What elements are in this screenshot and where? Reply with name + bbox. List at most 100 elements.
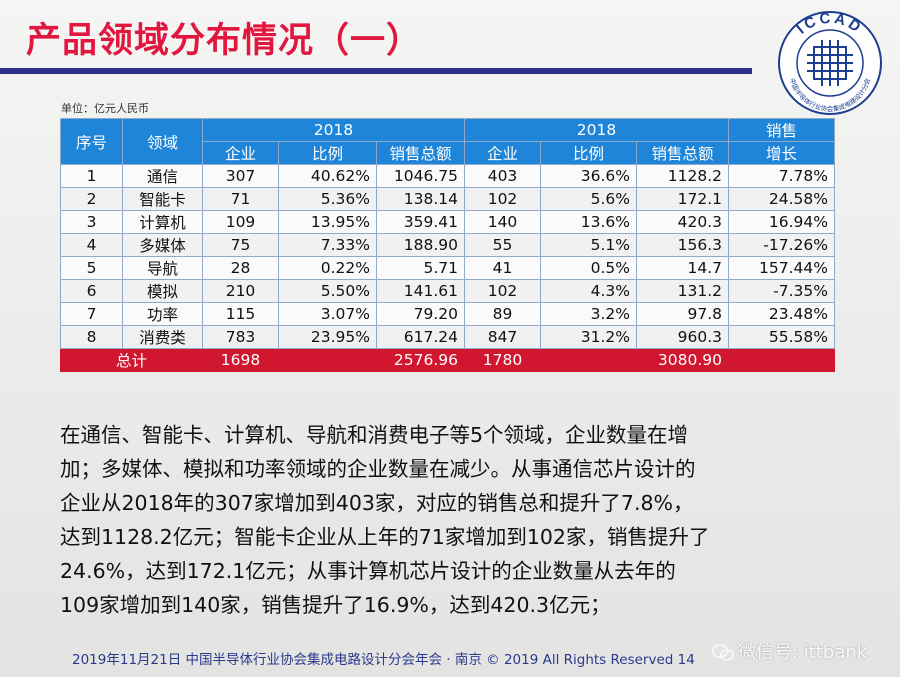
cell-sales-1: 359.41	[376, 210, 465, 234]
cell-seq: 5	[60, 256, 123, 280]
paragraph-line: 24.6%，达到172.1亿元；从事计算机芯片设计的企业数量从去年的	[60, 559, 676, 583]
cell-field: 功率	[122, 302, 203, 326]
cell-field: 多媒体	[122, 233, 203, 257]
summary-paragraph: 在通信、智能卡、计算机、导航和消费电子等5个领域，企业数量在增 加；多媒体、模拟…	[60, 418, 850, 622]
cell-field: 智能卡	[122, 187, 203, 211]
cell-seq: 2	[60, 187, 123, 211]
cell-share-1: 5.36%	[278, 187, 377, 211]
total-firms-2: 1780	[464, 348, 541, 372]
cell-share-1: 23.95%	[278, 325, 377, 349]
cell-seq: 6	[60, 279, 123, 303]
cell-sales-1: 138.14	[376, 187, 465, 211]
header-firms-1: 企业	[202, 141, 279, 165]
cell-firms-2: 41	[464, 256, 541, 280]
total-firms-1: 1698	[202, 348, 279, 372]
header-share-1: 比例	[278, 141, 377, 165]
header-group-2: 2018	[464, 118, 729, 142]
cell-share-1: 0.22%	[278, 256, 377, 280]
slide-footer: 2019年11月21日 中国半导体行业协会集成电路设计分会年会 · 南京 © 2…	[72, 652, 695, 668]
paragraph-line: 在通信、智能卡、计算机、导航和消费电子等5个领域，企业数量在增	[60, 423, 689, 447]
cell-share-1: 3.07%	[278, 302, 377, 326]
table-row: 7 功率 115 3.07% 79.20 89 3.2% 97.8 23.48%	[60, 302, 835, 326]
cell-sales-2: 131.2	[636, 279, 729, 303]
cell-share-1: 13.95%	[278, 210, 377, 234]
paragraph-line: 加；多媒体、模拟和功率领域的企业数量在减少。从事通信芯片设计的	[60, 457, 696, 481]
header-sales-2: 销售总额	[636, 141, 729, 165]
cell-seq: 4	[60, 233, 123, 257]
cell-growth: 24.58%	[728, 187, 835, 211]
cell-field: 计算机	[122, 210, 203, 234]
table-row: 8 消费类 783 23.95% 617.24 847 31.2% 960.3 55.58%	[60, 325, 835, 349]
cell-seq: 3	[60, 210, 123, 234]
cell-share-1: 40.62%	[278, 164, 377, 188]
cell-sales-2: 14.7	[636, 256, 729, 280]
cell-share-2: 4.3%	[540, 279, 637, 303]
header-share-2: 比例	[540, 141, 637, 165]
total-empty-growth	[728, 348, 835, 372]
cell-seq: 8	[60, 325, 123, 349]
cell-firms-2: 89	[464, 302, 541, 326]
total-label: 总计	[60, 348, 203, 372]
cell-sales-1: 79.20	[376, 302, 465, 326]
wechat-watermark: 微信号: ittbank	[712, 638, 867, 664]
cell-seq: 1	[60, 164, 123, 188]
cell-sales-2: 960.3	[636, 325, 729, 349]
cell-firms-1: 307	[202, 164, 279, 188]
cell-sales-1: 5.71	[376, 256, 465, 280]
cell-share-1: 7.33%	[278, 233, 377, 257]
cell-firms-1: 28	[202, 256, 279, 280]
iccad-logo-icon: ICCAD 中国半导体行业协会集成电路设计分会	[778, 10, 882, 115]
unit-label: 单位：亿元人民币	[61, 102, 149, 115]
cell-share-2: 13.6%	[540, 210, 637, 234]
cell-share-2: 31.2%	[540, 325, 637, 349]
cell-firms-2: 55	[464, 233, 541, 257]
header-sales-1: 销售总额	[376, 141, 465, 165]
cell-growth: -7.35%	[728, 279, 835, 303]
table-row: 4 多媒体 75 7.33% 188.90 55 5.1% 156.3 -17.26%	[60, 233, 835, 257]
cell-field: 模拟	[122, 279, 203, 303]
cell-firms-2: 140	[464, 210, 541, 234]
total-row: 总计 1698 2576.96 1780 3080.90	[60, 348, 835, 372]
cell-sales-1: 141.61	[376, 279, 465, 303]
paragraph-line: 企业从2018年的307家增加到403家，对应的销售总和提升了7.8%，	[60, 491, 694, 515]
cell-seq: 7	[60, 302, 123, 326]
table-row: 6 模拟 210 5.50% 141.61 102 4.3% 131.2 -7.35%	[60, 279, 835, 303]
cell-share-2: 36.6%	[540, 164, 637, 188]
cell-growth: 55.58%	[728, 325, 835, 349]
cell-firms-1: 210	[202, 279, 279, 303]
cell-field: 通信	[122, 164, 203, 188]
cell-growth: 16.94%	[728, 210, 835, 234]
header-field: 领域	[122, 118, 203, 165]
header-seq: 序号	[60, 118, 123, 165]
cell-share-2: 0.5%	[540, 256, 637, 280]
cell-firms-2: 403	[464, 164, 541, 188]
cell-growth: -17.26%	[728, 233, 835, 257]
cell-growth: 23.48%	[728, 302, 835, 326]
header-firms-2: 企业	[464, 141, 541, 165]
total-sales-2: 3080.90	[636, 348, 729, 372]
total-empty-share-1	[278, 348, 377, 372]
cell-sales-2: 420.3	[636, 210, 729, 234]
cell-sales-2: 156.3	[636, 233, 729, 257]
cell-field: 消费类	[122, 325, 203, 349]
slide-title: 产品领域分布情况（一）	[26, 21, 423, 61]
cell-share-2: 5.1%	[540, 233, 637, 257]
cell-share-1: 5.50%	[278, 279, 377, 303]
header-growth-top: 销售	[728, 118, 835, 142]
total-empty-share-2	[540, 348, 637, 372]
cell-firms-1: 75	[202, 233, 279, 257]
cell-sales-1: 1046.75	[376, 164, 465, 188]
cell-firms-1: 783	[202, 325, 279, 349]
wechat-icon	[712, 644, 734, 661]
cell-sales-1: 617.24	[376, 325, 465, 349]
cell-firms-2: 102	[464, 279, 541, 303]
table-row: 1 通信 307 40.62% 1046.75 403 36.6% 1128.2 7.78%	[60, 164, 835, 188]
cell-sales-2: 97.8	[636, 302, 729, 326]
cell-sales-2: 172.1	[636, 187, 729, 211]
cell-sales-2: 1128.2	[636, 164, 729, 188]
cell-sales-1: 188.90	[376, 233, 465, 257]
cell-firms-1: 71	[202, 187, 279, 211]
title-underline-bar	[0, 68, 752, 74]
table-row: 2 智能卡 71 5.36% 138.14 102 5.6% 172.1 24.58%	[60, 187, 835, 211]
